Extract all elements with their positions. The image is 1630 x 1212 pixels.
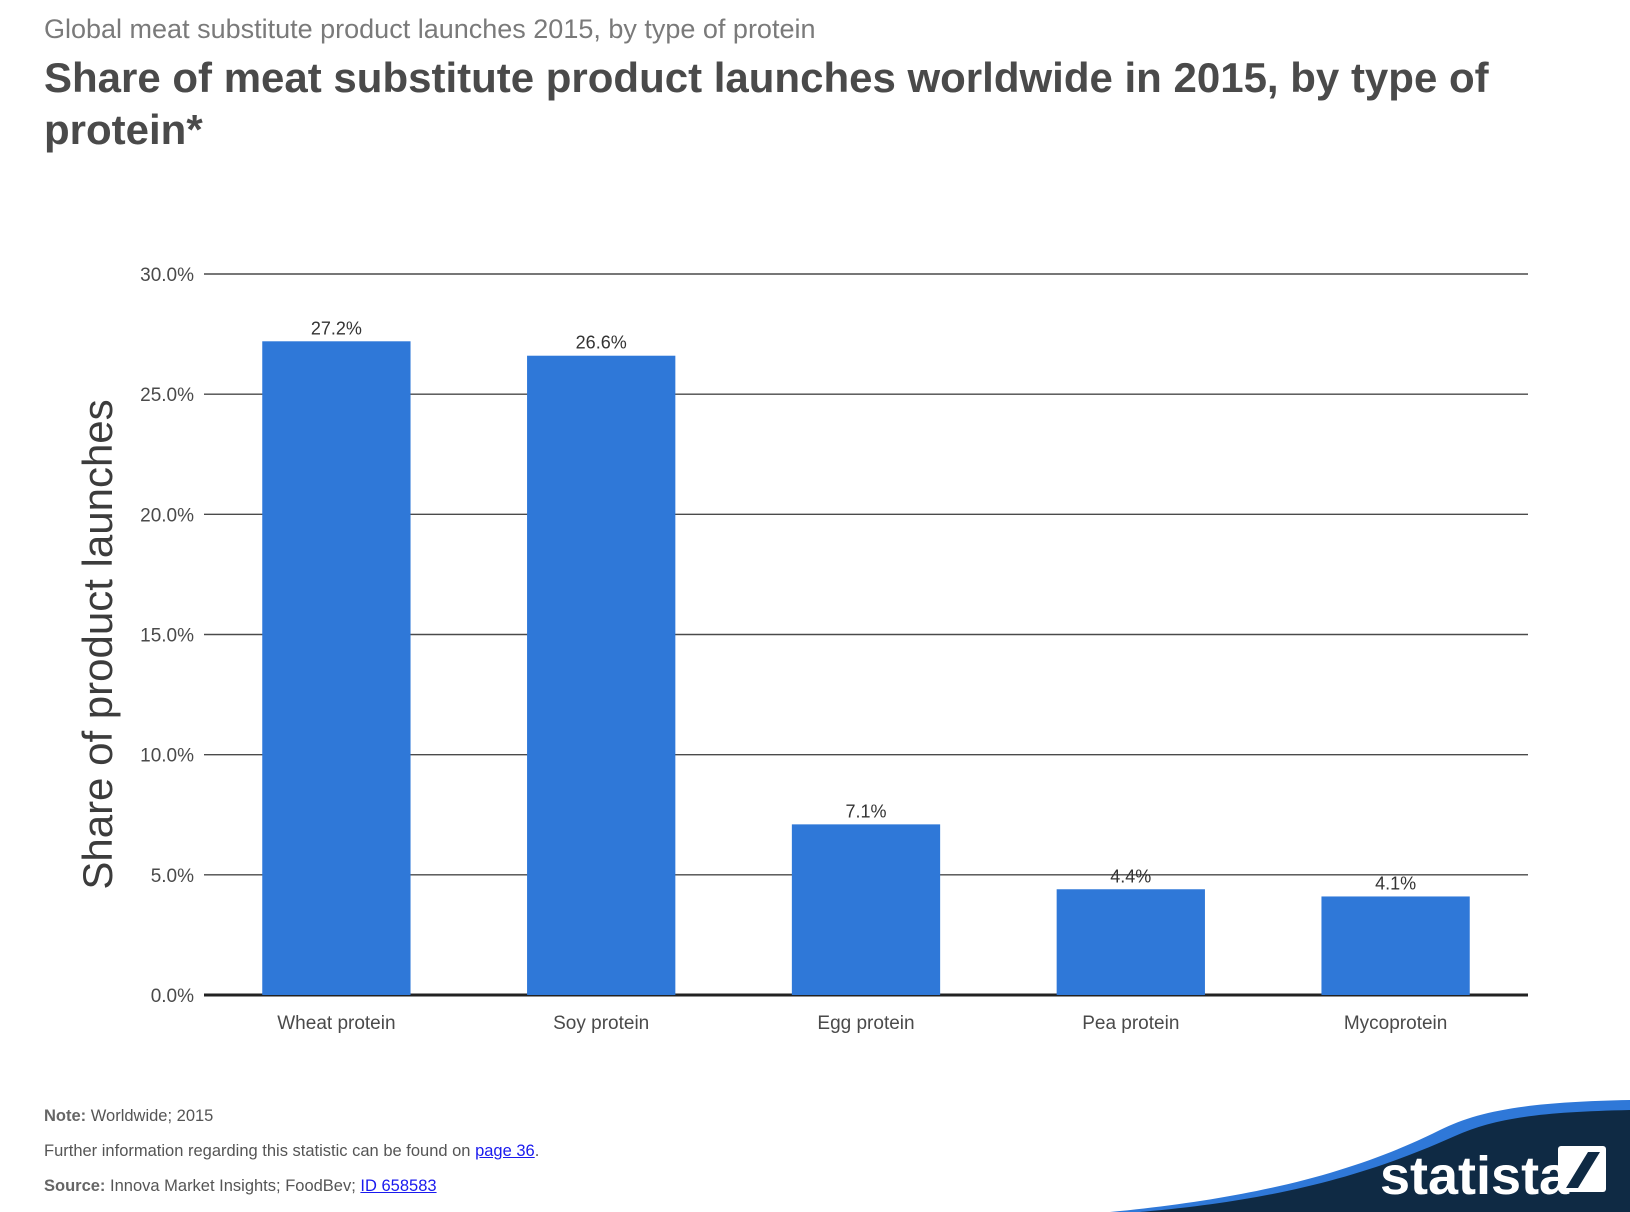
footer-note: Note: Worldwide; 2015 [44,1107,213,1126]
bar-soy-protein [527,355,676,995]
further-text: Further information regarding this stati… [44,1142,476,1160]
page-link[interactable]: page 36 [475,1142,535,1160]
bar-chart: 0.0% 5.0% 10.0% 15.0% 20.0% 25.0% 30.0% Share o… [74,265,1528,1034]
logo-mark-icon [1558,1146,1606,1192]
source-label: Source: [44,1177,106,1195]
statistic-id-link[interactable]: ID 658583 [360,1177,437,1195]
y-tick-label: 10.0% [140,746,194,767]
y-tick-label: 25.0% [140,385,194,406]
data-label: 4.4% [1110,866,1151,886]
y-tick-label: 15.0% [140,626,194,647]
y-tick-label: 30.0% [140,265,194,286]
data-label: 27.2% [311,318,362,338]
footer-further-info: Further information regarding this stati… [44,1142,539,1161]
logo-wordmark: statista [1380,1146,1570,1206]
bar-egg-protein [791,824,941,995]
x-tick-label: Wheat protein [277,1013,395,1034]
y-tick-label: 20.0% [140,505,194,526]
x-tick-label: Pea protein [1082,1013,1179,1034]
data-label: 7.1% [845,801,886,821]
note-text: Worldwide; 2015 [86,1107,214,1125]
bar-mycoprotein [1321,896,1470,995]
y-tick-label: 5.0% [151,866,194,887]
x-tick-label: Soy protein [553,1013,649,1034]
bar-pea-protein [1056,889,1205,995]
source-text: Innova Market Insights; FoodBev; [105,1177,361,1195]
x-tick-label: Mycoprotein [1344,1013,1448,1034]
chart-supertitle: Global meat substitute product launches … [44,14,816,44]
further-end: . [534,1142,540,1160]
x-tick-label: Egg protein [817,1013,914,1034]
statista-logo: statista [1110,1100,1630,1212]
y-tick-label: 0.0% [151,986,194,1007]
data-label: 26.6% [576,333,627,353]
bar-wheat-protein [262,341,411,995]
data-label: 4.1% [1375,873,1416,893]
chart-title: Share of meat substitute product launche… [44,54,1489,153]
logo-dark-swoosh [1140,1110,1630,1212]
y-axis-label: Share of product launches [74,399,121,889]
footer-source: Source: Innova Market Insights; FoodBev;… [44,1177,437,1196]
note-label: Note: [44,1107,87,1125]
